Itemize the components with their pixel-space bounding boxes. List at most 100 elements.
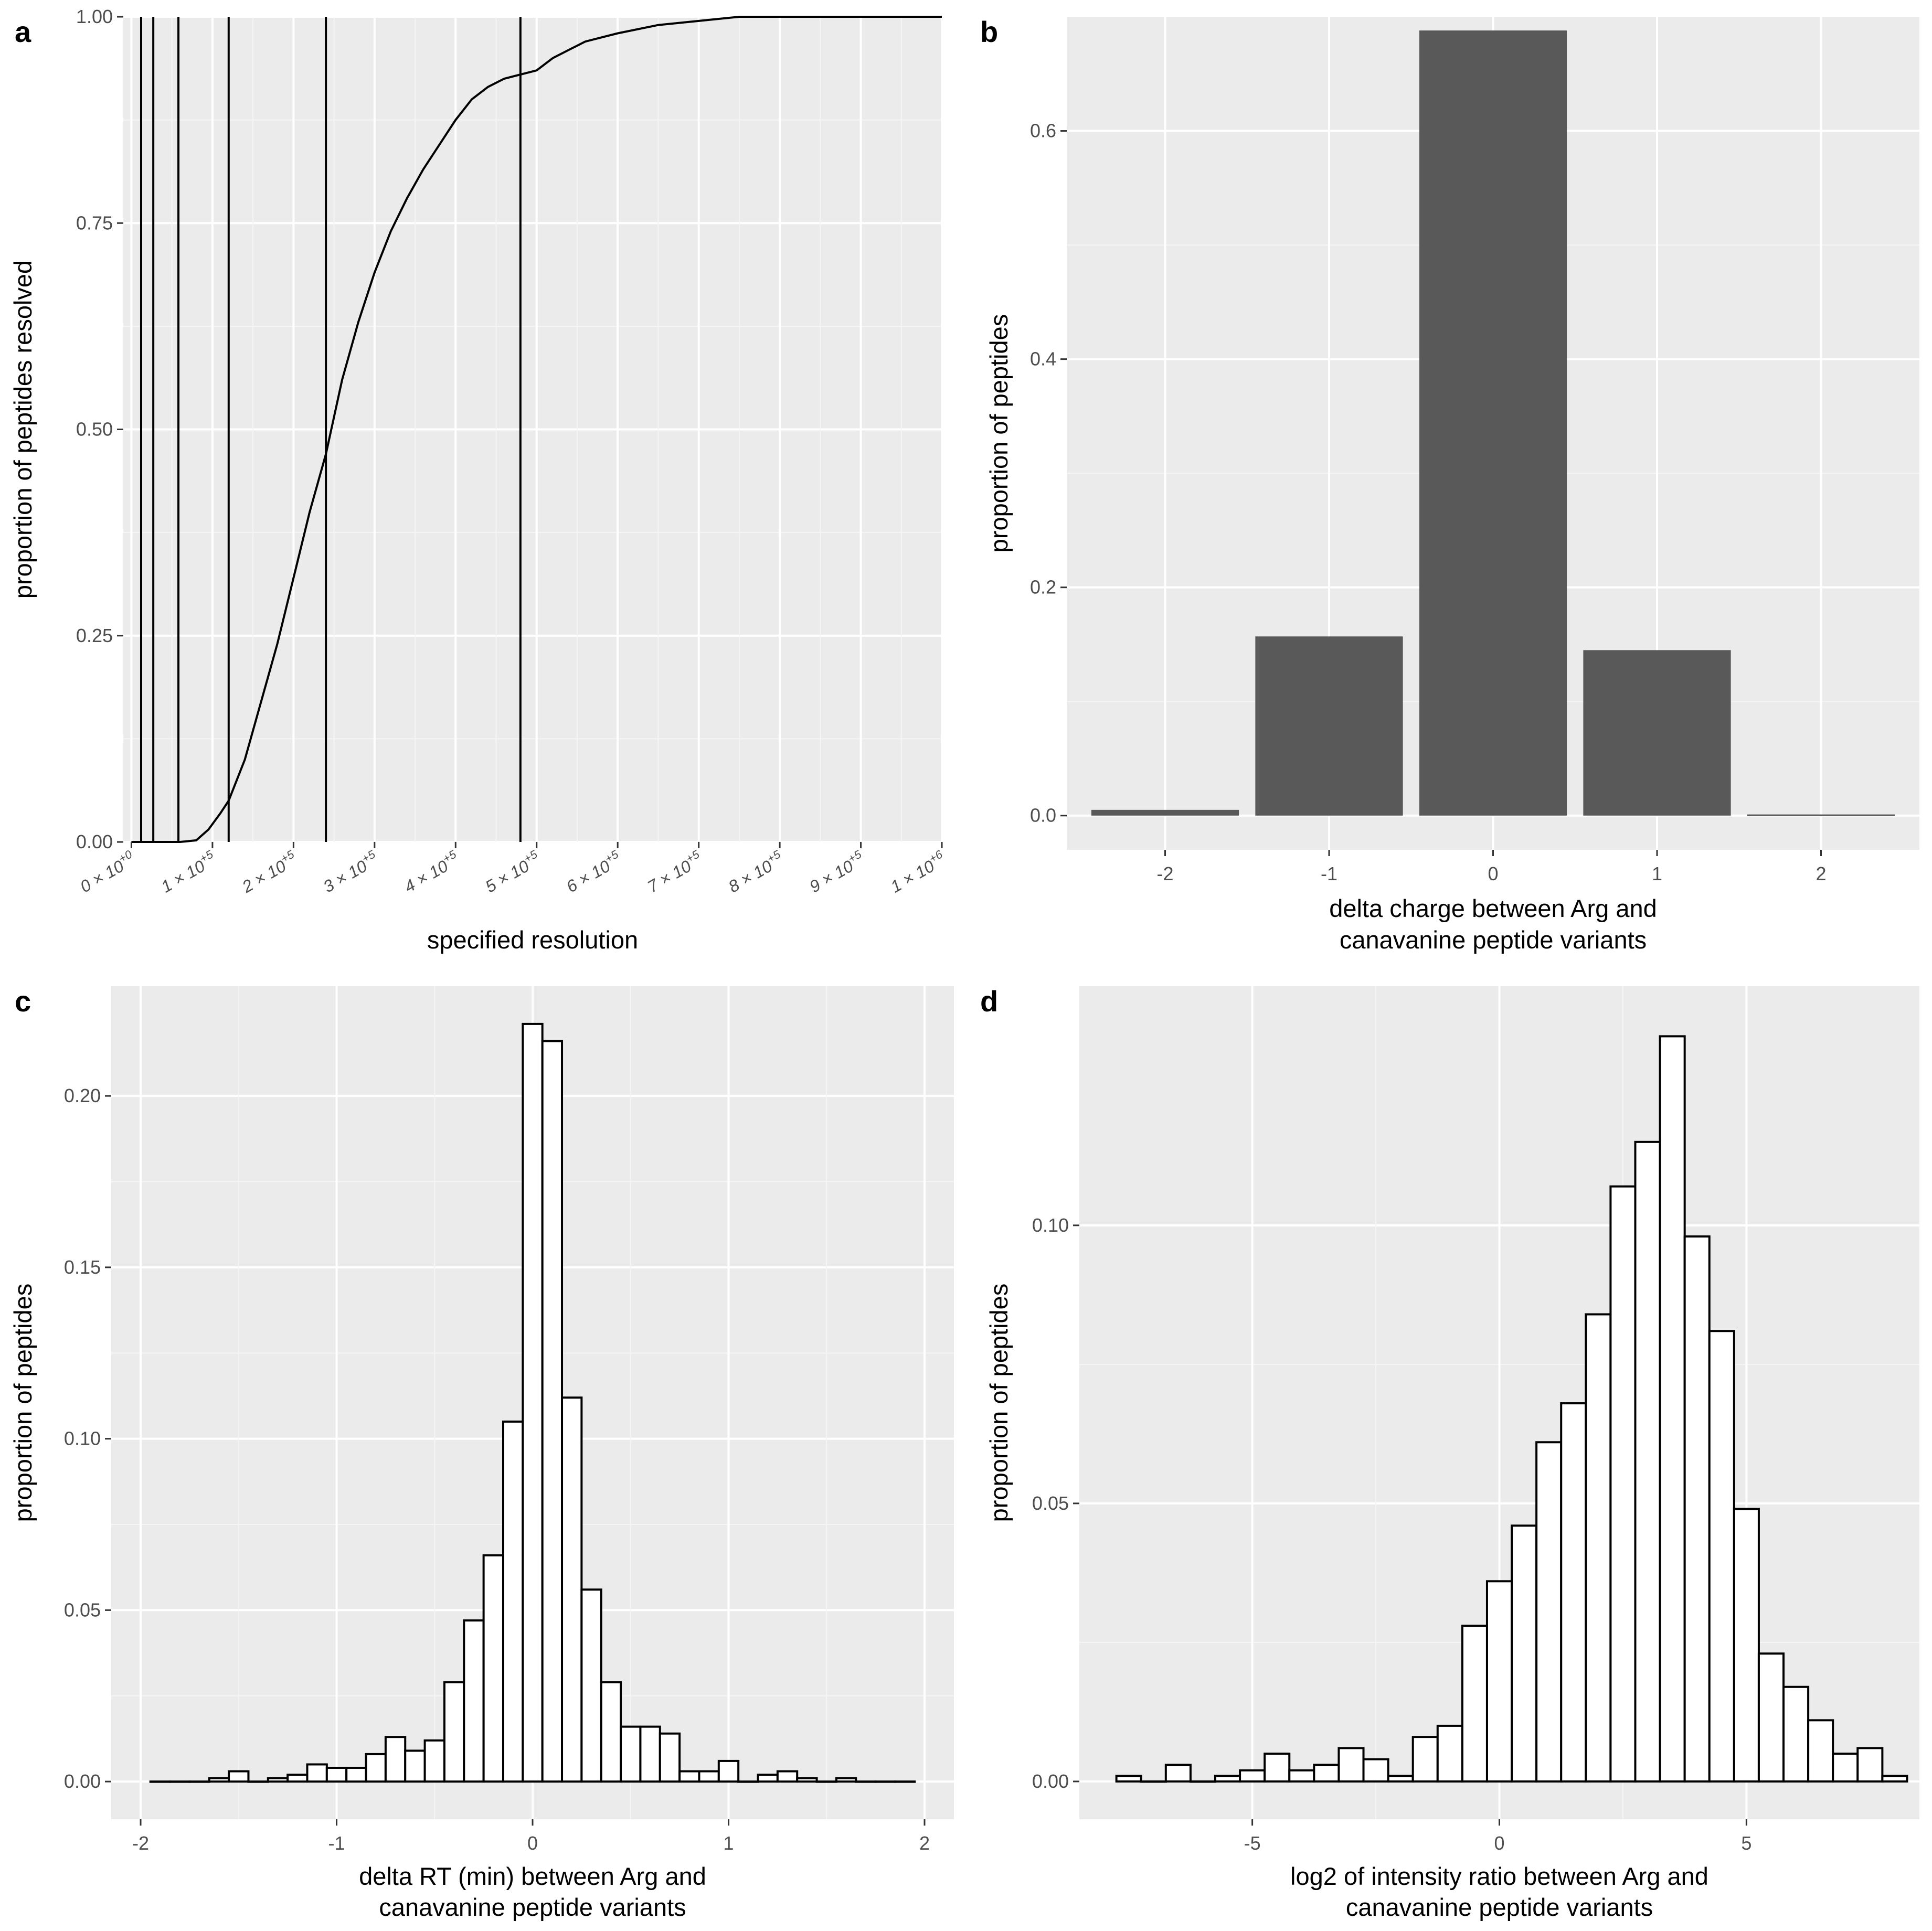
x-tick-label: -5	[1244, 1832, 1261, 1854]
x-axis-title: canavanine peptide variants	[1346, 1893, 1653, 1921]
x-tick-label: 0	[1494, 1832, 1504, 1854]
histogram-bar	[1461, 1625, 1488, 1783]
panel-label: b	[980, 15, 998, 48]
histogram-bar	[1757, 1652, 1785, 1783]
histogram-bar	[522, 1022, 544, 1783]
x-tick-label: 5	[1741, 1832, 1751, 1854]
histogram-bar	[659, 1732, 681, 1783]
histogram-bar	[678, 1770, 700, 1783]
histogram-bar	[1708, 1330, 1735, 1783]
histogram-bar	[345, 1766, 367, 1783]
histogram-bar	[1288, 1769, 1315, 1783]
histogram-bar	[1214, 1775, 1241, 1783]
histogram-bar	[208, 1777, 230, 1783]
bar	[1747, 814, 1895, 816]
bar	[1255, 636, 1403, 816]
histogram-bar	[1362, 1758, 1389, 1783]
histogram-bar	[1436, 1724, 1463, 1783]
histogram-bar	[1115, 1775, 1142, 1783]
histogram-bar	[169, 1780, 191, 1783]
x-tick-label: 7 × 10+5	[643, 847, 706, 896]
y-tick-label: 0.20	[64, 1085, 101, 1106]
histogram-bar	[717, 1759, 740, 1783]
x-axis-title: log2 of intensity ratio between Arg and	[1290, 1862, 1708, 1890]
histogram-bar	[149, 1780, 172, 1783]
histogram-bar	[1881, 1775, 1908, 1783]
y-axis-title: proportion of peptides	[9, 1284, 37, 1522]
histogram-bar	[423, 1739, 445, 1783]
chart-panel-c: 0.00 0.05 0.10 0.15 0.20 -2 -1 0 1 2 delta RT (min…	[9, 985, 954, 1921]
y-tick-label: 0.10	[1032, 1214, 1069, 1236]
panel-label: d	[980, 985, 998, 1018]
bar	[1583, 650, 1731, 816]
histogram-bar	[1239, 1769, 1266, 1783]
histogram-bar	[1585, 1313, 1612, 1783]
histogram-bar	[698, 1770, 720, 1783]
y-tick-label: 0.75	[76, 212, 113, 233]
histogram-bar	[1337, 1747, 1365, 1783]
x-tick-label: 1 × 10+6	[886, 847, 949, 896]
histogram-bar	[1683, 1235, 1711, 1783]
x-tick-label: 1	[723, 1832, 734, 1854]
histogram-bar	[404, 1749, 426, 1783]
histogram-bar	[1535, 1441, 1563, 1783]
panel-label: a	[15, 15, 31, 48]
histogram-bar	[1411, 1736, 1439, 1783]
y-tick-label: 0.0	[1030, 805, 1056, 826]
y-tick-label: 0.10	[64, 1428, 101, 1449]
x-tick-label: 0	[527, 1832, 538, 1854]
histogram-bar	[1856, 1747, 1884, 1783]
x-tick-label: -1	[1321, 863, 1337, 884]
x-axis-title: delta charge between Arg and	[1329, 894, 1657, 922]
histogram-bar	[247, 1780, 269, 1783]
x-tick-label: -2	[132, 1832, 149, 1854]
histogram-bar	[1733, 1508, 1760, 1783]
x-tick-label: 1 × 10+5	[156, 847, 220, 896]
histogram-bar	[325, 1766, 348, 1783]
y-tick-label: 0.2	[1030, 577, 1056, 598]
x-tick-label: 5 × 10+5	[481, 847, 544, 896]
y-tick-label: 0.4	[1030, 348, 1056, 370]
histogram-bar	[1659, 1035, 1686, 1783]
histogram-bar	[1485, 1580, 1513, 1783]
y-tick-label: 0.05	[1032, 1492, 1069, 1514]
histogram-bar	[874, 1780, 896, 1783]
x-tick-label: 3 × 10+5	[319, 847, 382, 896]
histogram-bar	[384, 1736, 407, 1783]
histogram-bar	[620, 1725, 642, 1783]
chart-panel-a: 0.00 0.25 0.50 0.75 1.00 0 × 10+0 1 × 10+5 2 × …	[9, 6, 949, 954]
histogram-bar	[776, 1770, 799, 1783]
histogram-bar	[815, 1780, 837, 1783]
histogram-bar	[1807, 1719, 1834, 1783]
histogram-bar	[1832, 1752, 1859, 1783]
y-axis-title: proportion of peptides	[985, 314, 1013, 553]
x-tick-label: -1	[328, 1832, 345, 1854]
histogram-bar	[737, 1780, 759, 1783]
y-tick-label: 0.00	[64, 1770, 101, 1792]
histogram-bar	[502, 1420, 524, 1783]
x-tick-label: -2	[1156, 863, 1173, 884]
x-tick-label: 0 × 10+0	[76, 847, 139, 896]
histogram-bar	[1189, 1780, 1216, 1783]
y-tick-label: 0.00	[76, 831, 113, 852]
histogram-bar	[1387, 1775, 1414, 1783]
histogram-bar	[855, 1780, 877, 1783]
x-tick-label: 1	[1652, 863, 1662, 884]
histogram-bar	[463, 1619, 485, 1783]
y-tick-label: 0.05	[64, 1599, 101, 1620]
y-tick-label: 0.50	[76, 419, 113, 440]
y-tick-label: 1.00	[76, 6, 113, 27]
histogram-bar	[267, 1777, 289, 1783]
x-tick-label: 8 × 10+5	[724, 847, 788, 896]
histogram-bar	[757, 1774, 779, 1783]
y-tick-label: 0.00	[1032, 1770, 1069, 1792]
bar	[1419, 30, 1567, 816]
y-axis-title: proportion of peptides	[985, 1284, 1013, 1522]
histogram-bar	[541, 1040, 564, 1783]
x-tick-label: 2 × 10+5	[237, 847, 301, 897]
histogram-bar	[639, 1725, 661, 1783]
histogram-bar	[1609, 1185, 1637, 1783]
series-line	[131, 16, 942, 843]
histogram-bar	[188, 1780, 210, 1783]
